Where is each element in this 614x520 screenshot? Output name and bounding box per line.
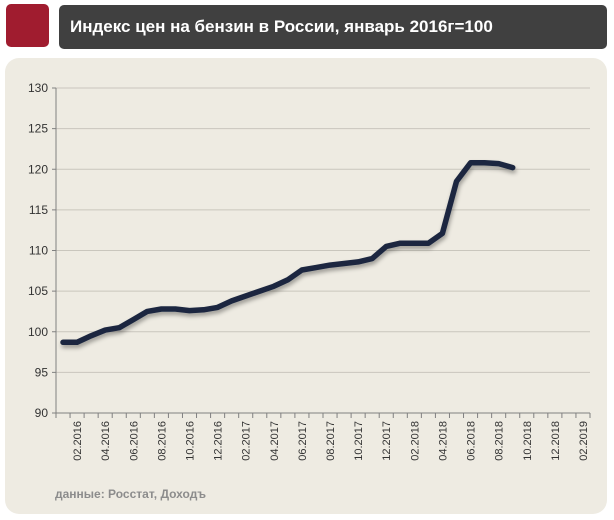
- data-point: [273, 285, 275, 288]
- data-point: [371, 257, 373, 260]
- chart-title: Индекс цен на бензин в России, январь 20…: [59, 5, 607, 49]
- x-tick-label: 06.2018: [466, 421, 478, 461]
- data-point: [483, 161, 486, 164]
- data-point: [202, 309, 205, 311]
- y-tick-label: 110: [29, 244, 48, 258]
- brand-logo-square: [6, 4, 49, 47]
- x-tick-label: 06.2016: [128, 421, 140, 461]
- data-point: [427, 242, 430, 244]
- x-tick-label: 10.2016: [185, 421, 197, 461]
- data-point: [146, 310, 149, 313]
- x-tick-label: 08.2018: [494, 421, 506, 461]
- series-layer: [60, 160, 516, 346]
- data-point: [160, 308, 163, 310]
- x-tick-label: 12.2017: [381, 421, 393, 461]
- data-point: [174, 308, 177, 310]
- data-point: [104, 329, 106, 331]
- source-note: данные: Росстат, Доходъ: [55, 487, 206, 501]
- x-tick-label: 04.2018: [437, 421, 449, 461]
- chart-panel: [5, 58, 607, 514]
- data-point: [76, 341, 78, 344]
- y-tick-label: 125: [28, 122, 48, 136]
- x-tick-label: 08.2016: [156, 421, 168, 461]
- data-point: [343, 262, 345, 265]
- y-tick-label: 115: [29, 203, 48, 217]
- y-tick-labels: 90 95 100 105 110 115 120 125 130: [28, 81, 48, 420]
- data-point: [497, 162, 500, 165]
- data-point: [244, 295, 247, 297]
- y-tick-label: 105: [28, 284, 48, 298]
- y-tick-label: 130: [28, 81, 48, 95]
- x-tick-label: 04.2016: [100, 421, 112, 461]
- data-point: [62, 341, 64, 344]
- x-tick-label: 10.2018: [522, 421, 534, 461]
- data-point: [511, 166, 514, 169]
- axes: [52, 87, 591, 418]
- gridlines: [56, 87, 590, 373]
- data-point: [455, 180, 458, 183]
- data-point: [230, 300, 233, 302]
- data-point: [357, 261, 359, 263]
- data-point: [413, 242, 416, 244]
- y-tick-label: 100: [28, 325, 48, 339]
- y-tick-label: 90: [35, 406, 49, 420]
- data-point: [329, 264, 331, 266]
- x-tick-label: 06.2017: [297, 421, 309, 461]
- x-tick-label: 02.2018: [409, 421, 421, 461]
- data-point: [188, 309, 191, 312]
- data-point: [216, 306, 219, 309]
- data-point: [385, 245, 388, 248]
- data-point: [315, 266, 317, 269]
- series-line: [60, 160, 516, 346]
- x-tick-label: 12.2016: [213, 421, 225, 461]
- x-tick-label: 10.2017: [353, 421, 365, 461]
- data-point: [118, 326, 121, 329]
- data-point: [469, 161, 472, 164]
- data-point: [399, 242, 402, 244]
- data-point: [287, 278, 289, 281]
- data-point: [301, 269, 303, 271]
- data-point: [258, 290, 261, 292]
- y-tick-label: 95: [35, 365, 49, 379]
- x-tick-label: 02.2017: [241, 421, 253, 461]
- data-point: [90, 335, 92, 337]
- x-tick-label: 12.2018: [550, 421, 562, 461]
- x-tick-label: 08.2017: [325, 421, 337, 461]
- y-tick-label: 120: [28, 162, 48, 176]
- data-point: [441, 232, 444, 235]
- x-tick-labels: 02.2016 04.2016 06.2016 08.2016 10.2016 12.20…: [72, 421, 590, 461]
- data-point: [132, 318, 135, 321]
- x-tick-label: 02.2019: [578, 421, 590, 461]
- x-tick-label: 02.2016: [72, 421, 84, 461]
- x-tick-label: 04.2017: [269, 421, 281, 461]
